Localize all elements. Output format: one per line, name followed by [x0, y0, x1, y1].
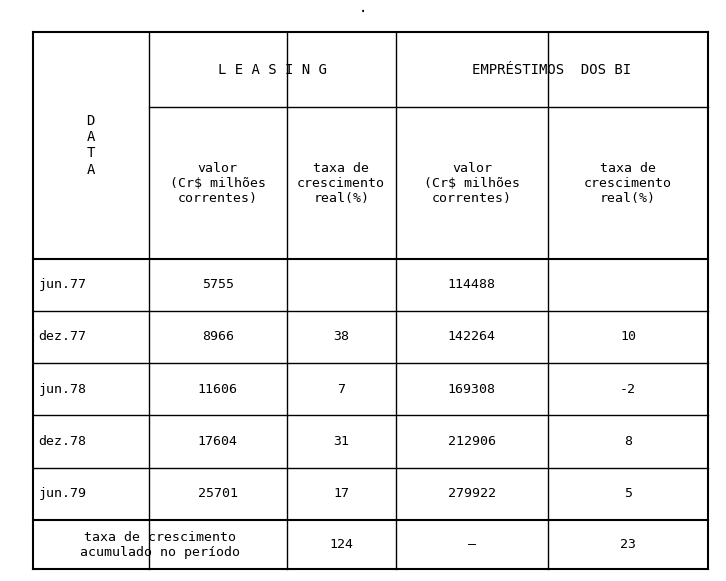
Text: 169308: 169308	[448, 383, 496, 396]
Text: .: .	[359, 1, 367, 15]
Text: EMPRÉSTIMOS  DOS BI: EMPRÉSTIMOS DOS BI	[472, 63, 632, 77]
Text: -2: -2	[620, 383, 636, 396]
Text: 38: 38	[333, 331, 349, 343]
Text: 10: 10	[620, 331, 636, 343]
Text: 17: 17	[333, 487, 349, 500]
Text: 25701: 25701	[197, 487, 238, 500]
Text: 5: 5	[624, 487, 632, 500]
Text: —: —	[468, 538, 476, 551]
Text: taxa de
crescimento
real(%): taxa de crescimento real(%)	[297, 162, 386, 205]
Text: 114488: 114488	[448, 278, 496, 291]
Text: 279922: 279922	[448, 487, 496, 500]
Text: D
A
T
A: D A T A	[86, 114, 95, 177]
Text: jun.77: jun.77	[38, 278, 86, 291]
Text: jun.78: jun.78	[38, 383, 86, 396]
Text: 8966: 8966	[202, 331, 234, 343]
Text: dez.78: dez.78	[38, 435, 86, 448]
Text: valor
(Cr$ milhões
correntes): valor (Cr$ milhões correntes)	[170, 162, 266, 205]
Text: taxa de crescimento
acumulado no período: taxa de crescimento acumulado no período	[80, 530, 240, 559]
Text: 5755: 5755	[202, 278, 234, 291]
Text: taxa de
crescimento
real(%): taxa de crescimento real(%)	[584, 162, 672, 205]
Text: 124: 124	[329, 538, 354, 551]
Text: valor
(Cr$ milhões
correntes): valor (Cr$ milhões correntes)	[424, 162, 520, 205]
Text: L E A S I N G: L E A S I N G	[218, 63, 327, 77]
Text: 212906: 212906	[448, 435, 496, 448]
Text: 7: 7	[337, 383, 346, 396]
Text: 17604: 17604	[197, 435, 238, 448]
Text: dez.77: dez.77	[38, 331, 86, 343]
Text: 8: 8	[624, 435, 632, 448]
Text: 31: 31	[333, 435, 349, 448]
Text: 23: 23	[620, 538, 636, 551]
Text: 142264: 142264	[448, 331, 496, 343]
Text: jun.79: jun.79	[38, 487, 86, 500]
Text: 11606: 11606	[197, 383, 238, 396]
